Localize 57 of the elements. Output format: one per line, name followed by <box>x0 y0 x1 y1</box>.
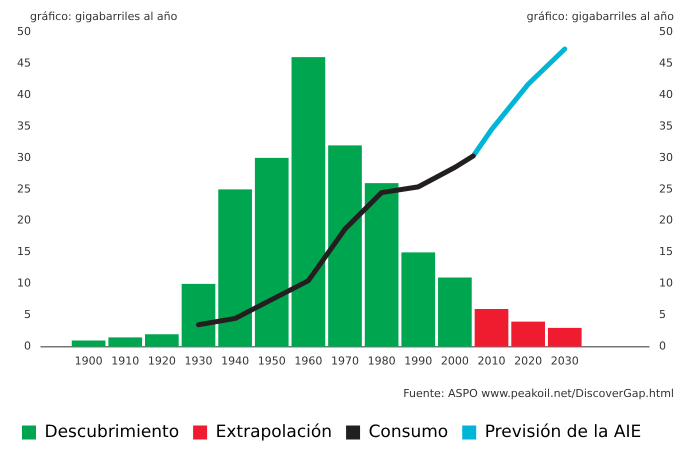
bar <box>145 334 179 347</box>
x-tick-label: 1970 <box>331 354 359 368</box>
legend-label: Extrapolación <box>216 422 332 442</box>
x-tick-label: 1940 <box>221 354 250 368</box>
y2-tick-label: 15 <box>659 245 673 258</box>
y2-tick-label: 30 <box>659 150 673 164</box>
y2-tick-label: 5 <box>659 308 666 322</box>
y2-tick-label: 35 <box>659 119 673 132</box>
legend-label: Previsión de la AIE <box>484 422 642 442</box>
y2-axis-title: gráfico: gigabarriles al año <box>526 10 674 23</box>
y-tick-label: 45 <box>17 56 31 70</box>
y-tick-label: 0 <box>24 340 31 353</box>
y2-tick-label: 25 <box>659 182 673 196</box>
x-tick-label: 2010 <box>478 354 506 368</box>
bar <box>218 189 252 347</box>
x-tick-label: 1910 <box>111 354 140 368</box>
source-note: Fuente: ASPO www.peakoil.net/DiscoverGap.html <box>403 386 674 400</box>
legend-label: Consumo <box>368 422 448 442</box>
x-tick-label: 2020 <box>514 354 542 368</box>
y-tick-label: 10 <box>17 276 31 290</box>
y-tick-label: 15 <box>17 245 31 258</box>
bar <box>548 328 582 347</box>
y-tick-label: 40 <box>17 88 31 101</box>
x-tick-label: 1950 <box>258 354 286 368</box>
bar <box>254 158 289 347</box>
x-tick-label: 1920 <box>148 354 176 368</box>
bar <box>108 337 142 347</box>
legend-label: Descubrimiento <box>44 422 180 442</box>
x-tick-label: 1990 <box>404 354 432 368</box>
x-tick-label: 1900 <box>74 354 103 368</box>
bar <box>474 309 508 347</box>
y-tick-label: 30 <box>17 150 31 164</box>
bar <box>328 145 362 347</box>
y2-tick-label: 45 <box>659 56 673 70</box>
bar <box>401 252 436 347</box>
y2-tick-label: 20 <box>659 214 673 227</box>
y-tick-label: 35 <box>17 119 31 132</box>
bar <box>511 322 545 347</box>
x-tick-label: 1980 <box>368 354 396 368</box>
bar <box>292 57 326 347</box>
y-axis-title: gráfico: gigabarriles al año <box>30 10 178 23</box>
y-tick-label: 20 <box>17 214 31 227</box>
y-tick-label: 25 <box>17 182 31 196</box>
y-tick-label: 5 <box>24 308 31 322</box>
y2-tick-label: 40 <box>659 88 673 101</box>
y2-tick-label: 50 <box>659 24 673 38</box>
y-tick-label: 50 <box>17 24 31 38</box>
x-tick-label: 2030 <box>550 354 579 368</box>
bar <box>182 284 216 347</box>
bar <box>364 183 398 347</box>
bar <box>438 278 472 347</box>
bar <box>72 340 106 347</box>
x-tick-label: 1960 <box>294 354 322 368</box>
x-tick-label: 1930 <box>184 354 212 368</box>
y2-tick-label: 0 <box>659 340 666 353</box>
x-tick-label: 2000 <box>440 354 469 368</box>
y2-tick-label: 10 <box>659 276 673 290</box>
